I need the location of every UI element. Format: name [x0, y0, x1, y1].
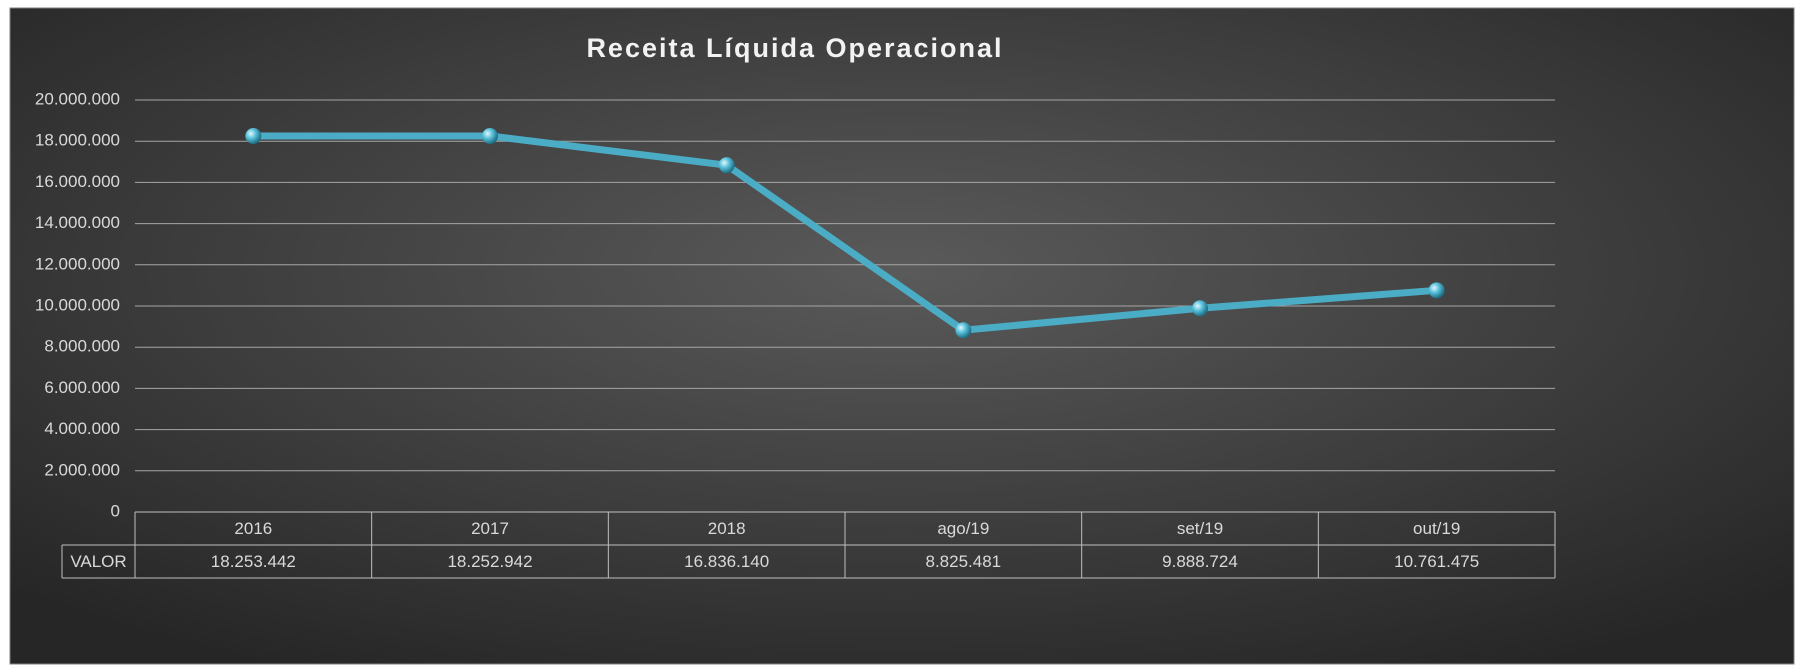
y-tick-label: 4.000.000: [44, 419, 120, 438]
x-tick-label: 2018: [708, 519, 746, 538]
data-point: [1192, 300, 1208, 317]
data-point: [245, 127, 262, 144]
y-tick-label: 0: [111, 501, 120, 520]
y-tick-label: 16.000.000: [35, 172, 120, 191]
x-tick-label: ago/19: [937, 519, 989, 538]
series-line: [253, 132, 1437, 334]
y-tick-label: 14.000.000: [35, 213, 120, 232]
y-tick-label: 10.000.000: [35, 295, 120, 314]
chart-title: Receita Líquida Operacional: [586, 33, 1003, 63]
x-tick-label: out/19: [1413, 519, 1460, 538]
y-tick-label: 8.000.000: [44, 337, 120, 356]
data-point: [718, 157, 735, 174]
y-tick-label: 2.000.000: [44, 460, 120, 479]
x-tick-label: 2017: [471, 519, 509, 538]
value-label: 18.252.942: [447, 552, 532, 571]
data-point: [1428, 282, 1445, 299]
value-label: 18.253.442: [211, 552, 296, 571]
legend-label: VALOR: [70, 552, 126, 571]
value-label: 16.836.140: [684, 552, 769, 571]
y-tick-label: 20.000.000: [35, 89, 120, 108]
y-tick-label: 6.000.000: [44, 378, 120, 397]
value-label: 10.761.475: [1394, 552, 1479, 571]
value-label: 9.888.724: [1162, 552, 1238, 571]
data-point: [955, 322, 972, 339]
y-tick-label: 12.000.000: [35, 254, 120, 273]
value-label: 8.825.481: [926, 552, 1002, 571]
chart-background: [9, 7, 1795, 665]
data-point: [482, 127, 498, 144]
y-tick-label: 18.000.000: [35, 131, 120, 150]
x-tick-label: 2016: [234, 519, 272, 538]
x-tick-label: set/19: [1177, 519, 1223, 538]
